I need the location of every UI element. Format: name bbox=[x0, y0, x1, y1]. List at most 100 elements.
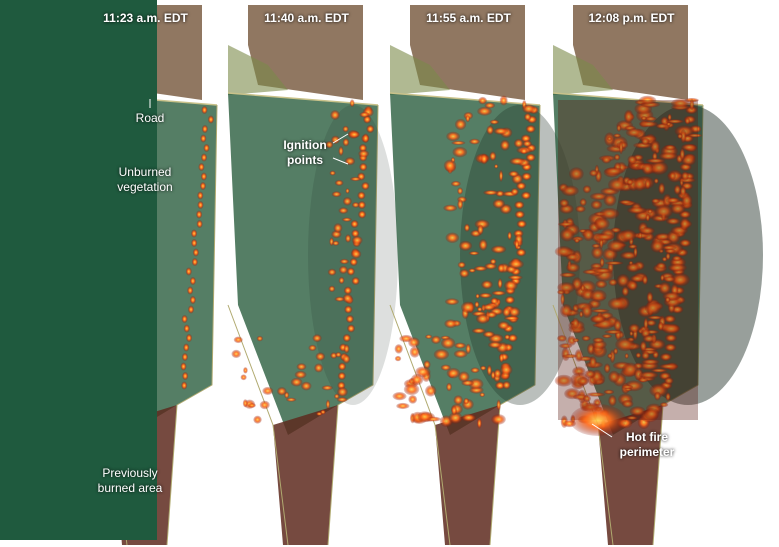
fire-spot bbox=[308, 344, 317, 352]
fire-spot bbox=[491, 245, 507, 254]
fire-spot bbox=[477, 224, 484, 235]
fire-spot bbox=[327, 268, 337, 276]
fire-spot bbox=[514, 210, 525, 219]
fire-spot bbox=[664, 144, 677, 151]
fire-spot bbox=[658, 363, 679, 370]
fire-spot bbox=[561, 354, 579, 359]
fire-spot bbox=[626, 178, 634, 186]
fire-spot bbox=[572, 338, 580, 343]
fire-spot bbox=[457, 187, 463, 195]
time-label: 12:08 p.m. EDT bbox=[588, 11, 675, 25]
fire-spot bbox=[664, 296, 671, 303]
fire-spot bbox=[574, 349, 584, 362]
fire-spot bbox=[621, 399, 634, 408]
fire-spot bbox=[679, 217, 690, 231]
fire-spot bbox=[513, 138, 524, 148]
fire-spot bbox=[638, 231, 643, 240]
fire-spot bbox=[446, 382, 452, 392]
fire-spot bbox=[681, 143, 697, 151]
fire-spot bbox=[671, 255, 682, 262]
fire-spot bbox=[330, 135, 340, 145]
fire-spot bbox=[670, 272, 690, 287]
fire-spot bbox=[638, 95, 657, 105]
fire-spot bbox=[347, 324, 356, 333]
fire-spot bbox=[514, 239, 519, 250]
fire-spot bbox=[359, 111, 370, 118]
fire-spot bbox=[592, 337, 605, 343]
fire-spot bbox=[665, 252, 671, 261]
fire-spot bbox=[659, 402, 669, 408]
fire-spot bbox=[201, 106, 208, 114]
fire-spot bbox=[482, 303, 496, 311]
fire-spot bbox=[669, 171, 677, 181]
fire-spot bbox=[516, 220, 527, 228]
fire-spot bbox=[651, 198, 661, 204]
fire-spot bbox=[489, 258, 497, 265]
fire-spot bbox=[613, 153, 621, 161]
fire-spot bbox=[476, 306, 483, 312]
fire-spot bbox=[507, 334, 518, 342]
fire-spot bbox=[331, 191, 342, 198]
trail bbox=[227, 304, 289, 546]
fire-spot bbox=[470, 367, 480, 374]
fire-spot bbox=[231, 349, 242, 359]
fire-spot bbox=[589, 169, 599, 177]
fire-spot bbox=[520, 147, 528, 155]
fire-spot bbox=[342, 354, 351, 364]
fire-spot bbox=[488, 341, 503, 349]
fire-spot bbox=[645, 158, 666, 164]
fire-spot bbox=[653, 178, 659, 184]
fire-spot bbox=[627, 155, 638, 165]
previously-burned bbox=[598, 405, 663, 545]
fire-spot bbox=[639, 226, 655, 235]
fire-spot bbox=[508, 275, 523, 281]
fire-spot bbox=[507, 231, 512, 241]
fire-spot bbox=[453, 395, 463, 405]
fire-spot bbox=[522, 140, 532, 148]
fire-spot bbox=[643, 407, 660, 420]
fire-spot bbox=[569, 167, 584, 181]
fire-spot bbox=[486, 125, 494, 135]
ignition-label: Ignition points bbox=[283, 138, 327, 167]
fire-spot bbox=[417, 411, 432, 423]
fire-spot bbox=[626, 415, 638, 421]
fire-spot bbox=[345, 315, 354, 323]
fire-spot bbox=[654, 391, 661, 401]
fire-spot bbox=[583, 394, 592, 402]
fire-spot bbox=[604, 167, 624, 176]
fire-spot bbox=[560, 303, 573, 318]
fire-spot bbox=[443, 204, 458, 212]
fire-spot bbox=[582, 228, 595, 242]
fire-spot bbox=[358, 149, 370, 158]
fire-spot bbox=[276, 387, 287, 396]
fire-spot bbox=[473, 265, 488, 272]
fire-spot bbox=[670, 203, 686, 215]
perimeter-label: Hot fire perimeter bbox=[619, 430, 675, 459]
fire-spot bbox=[639, 120, 658, 128]
fire-spot bbox=[358, 210, 367, 219]
fire-spot bbox=[196, 220, 203, 228]
fire-spot bbox=[453, 349, 468, 358]
fire-spot bbox=[607, 136, 613, 142]
fire-spot bbox=[645, 213, 651, 222]
fire-spot bbox=[458, 240, 473, 251]
fire-spot bbox=[192, 248, 199, 257]
fire-spot bbox=[514, 201, 525, 209]
trail bbox=[389, 304, 451, 546]
fire-spot bbox=[659, 353, 672, 361]
fire-spot bbox=[649, 140, 661, 154]
fire-spot bbox=[499, 169, 504, 182]
fire-spot bbox=[665, 197, 681, 204]
fire-spot bbox=[201, 125, 208, 133]
fire-spot bbox=[581, 304, 593, 319]
fire-spot bbox=[188, 305, 195, 314]
fire-spot bbox=[189, 296, 196, 304]
fire-spot bbox=[316, 411, 323, 416]
fire-spot bbox=[658, 152, 679, 161]
time-label: 11:40 a.m. EDT bbox=[264, 11, 349, 25]
fire-spot bbox=[338, 276, 345, 285]
fire-spot bbox=[330, 110, 340, 120]
fire-spot bbox=[579, 198, 587, 207]
fire-spot bbox=[394, 344, 403, 354]
fire-spot bbox=[181, 353, 188, 361]
